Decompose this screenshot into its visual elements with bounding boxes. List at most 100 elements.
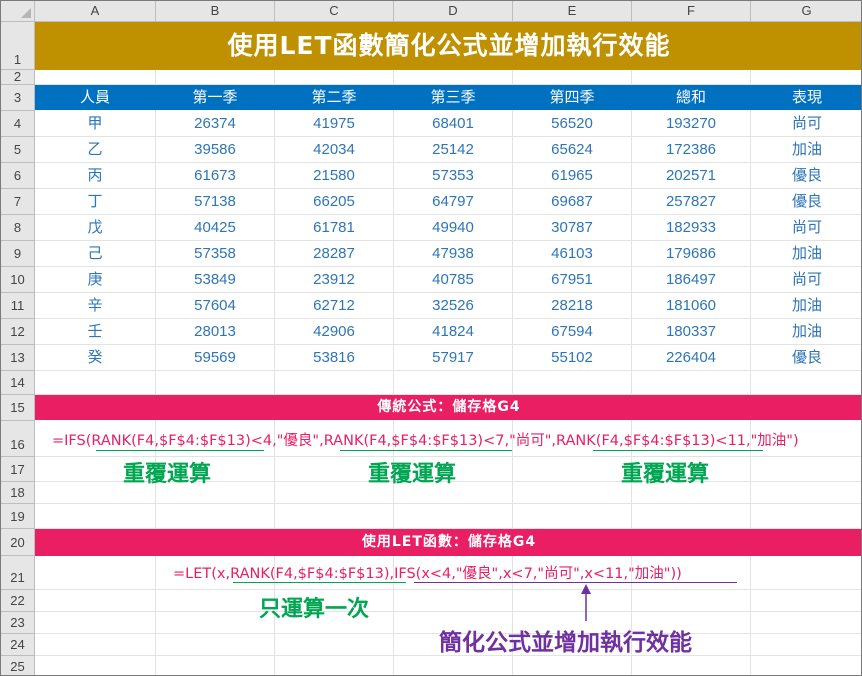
cell-q2[interactable]: 28287 <box>313 245 355 262</box>
cell-q1[interactable]: 61673 <box>194 167 236 184</box>
cell-q1[interactable]: 57138 <box>194 193 236 210</box>
cell-rating[interactable]: 加油 <box>791 323 822 340</box>
cell-q4[interactable]: 56520 <box>551 115 593 132</box>
cell-q1[interactable]: 28013 <box>194 323 236 340</box>
cell-q1[interactable]: 39586 <box>194 141 236 158</box>
select-all-corner[interactable] <box>1 1 35 22</box>
cell-person[interactable]: 乙 <box>87 141 103 158</box>
row-header-7[interactable]: 7 <box>1 189 35 215</box>
cell-q4[interactable]: 65624 <box>551 141 593 158</box>
cell-q2[interactable]: 42906 <box>313 323 355 340</box>
row-header-15[interactable]: 15 <box>1 395 35 421</box>
cell-q2[interactable]: 42034 <box>313 141 355 158</box>
header-cell-q2[interactable]: 第二季 <box>311 88 357 106</box>
sheet-title[interactable]: 使用LET函數簡化公式並增加執行效能 <box>35 22 861 70</box>
cell-q4[interactable]: 30787 <box>551 219 593 236</box>
cell-q2[interactable]: 21580 <box>313 167 355 184</box>
column-header-c[interactable]: C <box>275 1 394 22</box>
row-header-18[interactable]: 18 <box>1 482 35 504</box>
let-formula-band[interactable]: 使用LET函數：儲存格G4 <box>35 529 861 556</box>
cell-rating[interactable]: 優良 <box>791 349 822 366</box>
column-header-f[interactable]: F <box>632 1 751 22</box>
cell-rating[interactable]: 尚可 <box>791 219 822 236</box>
row-header-13[interactable]: 13 <box>1 345 35 371</box>
column-header-b[interactable]: B <box>156 1 275 22</box>
cell-q1[interactable]: 57604 <box>194 297 236 314</box>
cell-rating[interactable]: 加油 <box>791 297 822 314</box>
row-header-2[interactable]: 2 <box>1 70 35 85</box>
cell-person[interactable]: 甲 <box>87 115 103 132</box>
cell-q4[interactable]: 46103 <box>551 245 593 262</box>
cell-q3[interactable]: 25142 <box>432 141 474 158</box>
row-header-5[interactable]: 5 <box>1 137 35 163</box>
cell-rating[interactable]: 優良 <box>791 167 822 184</box>
row-header-8[interactable]: 8 <box>1 215 35 241</box>
cell-total[interactable]: 257827 <box>665 193 717 210</box>
cell-q4[interactable]: 28218 <box>551 297 593 314</box>
cell-q3[interactable]: 47938 <box>432 245 474 262</box>
header-cell-q3[interactable]: 第三季 <box>430 88 476 106</box>
cell-q3[interactable]: 49940 <box>432 219 474 236</box>
cell-rating[interactable]: 加油 <box>791 141 822 158</box>
cell-q4[interactable]: 61965 <box>551 167 593 184</box>
header-cell-q1[interactable]: 第一季 <box>192 88 238 106</box>
cell-total[interactable]: 179686 <box>665 245 717 262</box>
row-header-16[interactable]: 16 <box>1 421 35 457</box>
cell-person[interactable]: 辛 <box>87 297 103 314</box>
cell-q2[interactable]: 23912 <box>313 271 355 288</box>
row-header-19[interactable]: 19 <box>1 504 35 529</box>
row-header-22[interactable]: 22 <box>1 590 35 612</box>
cell-q4[interactable]: 67951 <box>551 271 593 288</box>
cell-q2[interactable]: 53816 <box>313 349 355 366</box>
cell-person[interactable]: 丙 <box>87 167 103 184</box>
cell-q3[interactable]: 40785 <box>432 271 474 288</box>
header-cell-person[interactable]: 人員 <box>79 88 110 106</box>
cell-rating[interactable]: 尚可 <box>791 115 822 132</box>
cell-total[interactable]: 182933 <box>665 219 717 236</box>
cell-person[interactable]: 癸 <box>87 349 103 366</box>
row-header-6[interactable]: 6 <box>1 163 35 189</box>
cell-q1[interactable]: 59569 <box>194 349 236 366</box>
cell-total[interactable]: 226404 <box>665 349 717 366</box>
row-header-9[interactable]: 9 <box>1 241 35 267</box>
row-header-14[interactable]: 14 <box>1 371 35 395</box>
cell-total[interactable]: 181060 <box>665 297 717 314</box>
cell-q4[interactable]: 69687 <box>551 193 593 210</box>
cell-q3[interactable]: 57353 <box>432 167 474 184</box>
cell-q3[interactable]: 64797 <box>432 193 474 210</box>
column-header-a[interactable]: A <box>35 1 156 22</box>
cell-person[interactable]: 丁 <box>87 193 103 210</box>
header-cell-q4[interactable]: 第四季 <box>549 88 595 106</box>
cell-person[interactable]: 戊 <box>87 219 103 236</box>
cell-total[interactable]: 202571 <box>665 167 717 184</box>
cell-q4[interactable]: 55102 <box>551 349 593 366</box>
cell-q1[interactable]: 57358 <box>194 245 236 262</box>
row-header-11[interactable]: 11 <box>1 293 35 319</box>
traditional-formula-band[interactable]: 傳統公式：儲存格G4 <box>35 395 861 420</box>
cell-person[interactable]: 庚 <box>87 271 103 288</box>
cell-q1[interactable]: 40425 <box>194 219 236 236</box>
cell-q3[interactable]: 41824 <box>432 323 474 340</box>
header-cell-rating[interactable]: 表現 <box>791 88 822 106</box>
header-cell-total[interactable]: 總和 <box>675 88 706 106</box>
cell-total[interactable]: 172386 <box>665 141 717 158</box>
row-header-1[interactable]: 1 <box>1 22 35 70</box>
row-header-20[interactable]: 20 <box>1 529 35 556</box>
cell-q2[interactable]: 41975 <box>313 115 355 132</box>
cell-q3[interactable]: 57917 <box>432 349 474 366</box>
cell-person[interactable]: 己 <box>87 245 103 262</box>
row-header-3[interactable]: 3 <box>1 85 35 111</box>
cell-rating[interactable]: 優良 <box>791 193 822 210</box>
row-header-24[interactable]: 24 <box>1 634 35 656</box>
cell-total[interactable]: 180337 <box>665 323 717 340</box>
cell-q2[interactable]: 66205 <box>313 193 355 210</box>
row-header-17[interactable]: 17 <box>1 457 35 482</box>
row-header-21[interactable]: 21 <box>1 556 35 590</box>
row-header-25[interactable]: 25 <box>1 656 35 675</box>
cell-q3[interactable]: 32526 <box>432 297 474 314</box>
cell-q2[interactable]: 61781 <box>313 219 355 236</box>
row-header-4[interactable]: 4 <box>1 111 35 137</box>
let-formula-text[interactable]: =LET(x,RANK(F4,$F$4:$F$13),IFS(x<4,"優良",… <box>173 566 682 582</box>
cell-total[interactable]: 186497 <box>665 271 717 288</box>
row-header-12[interactable]: 12 <box>1 319 35 345</box>
